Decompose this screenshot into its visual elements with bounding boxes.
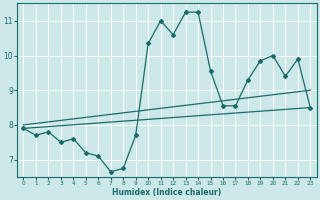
X-axis label: Humidex (Indice chaleur): Humidex (Indice chaleur) [112,188,221,197]
